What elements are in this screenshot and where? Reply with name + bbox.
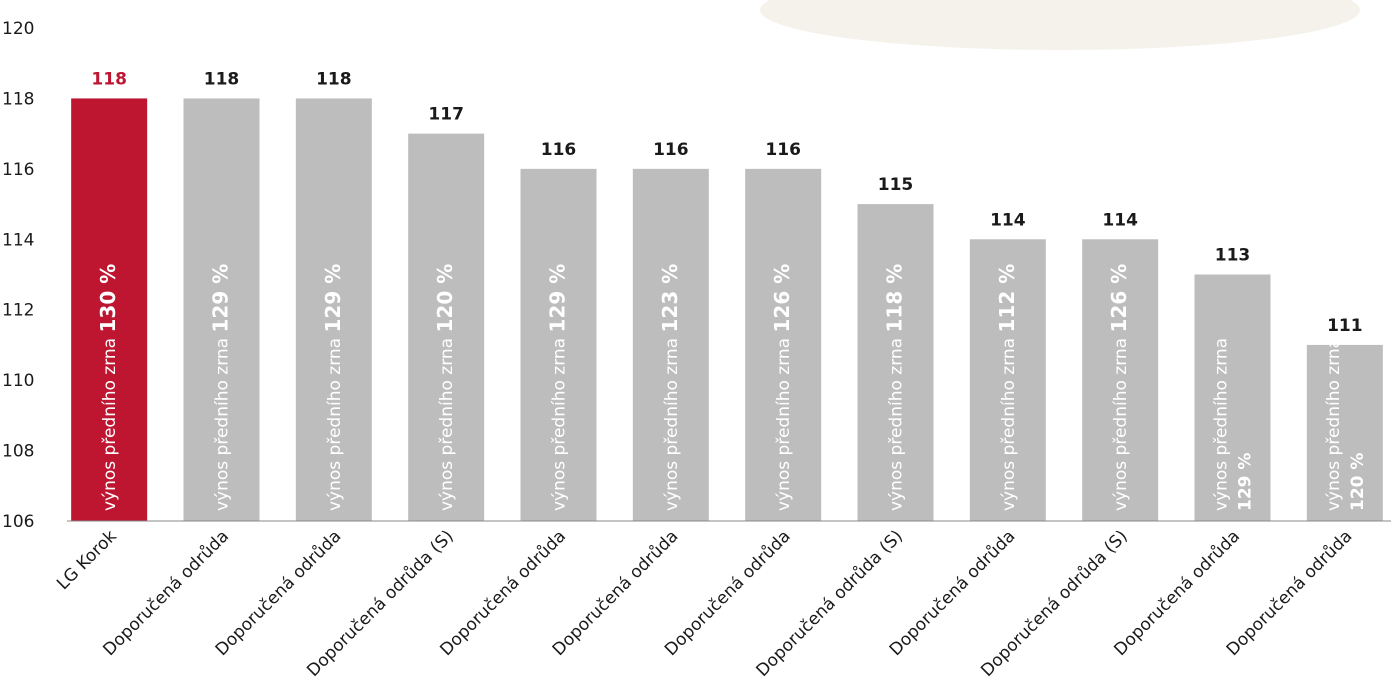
- inner-label-text: výnos předního zrna: [774, 338, 794, 511]
- y-tick-label: 114: [2, 230, 34, 250]
- bar-inner-label: výnos předního zrna 126 %: [1107, 264, 1131, 511]
- inner-label-text: výnos předního zrna: [100, 338, 120, 511]
- inner-label-value: 129 %: [321, 264, 345, 333]
- bar-inner-label: výnos předního zrna 126 %: [770, 264, 794, 511]
- inner-label-value: 129 %: [209, 264, 233, 333]
- bar: [632, 168, 709, 521]
- bar-inner-label: výnos předního zrna 112 %: [995, 264, 1019, 511]
- bar-inner-label: výnos předního zrna 118 %: [883, 264, 907, 511]
- x-tick-label: Doporučená odrůda: [436, 526, 570, 660]
- bar-inner-label: výnos předního zrna 129 %: [321, 264, 345, 511]
- x-tick-label: Doporučená odrůda: [886, 526, 1020, 660]
- bar: [745, 168, 822, 521]
- inner-label-text: výnos předního zrna: [213, 338, 233, 511]
- bar: [1082, 239, 1159, 522]
- inner-label-text: výnos předního zrna: [999, 338, 1019, 511]
- inner-label-value: 129 %: [546, 264, 570, 333]
- y-tick-label: 118: [2, 89, 34, 109]
- inner-label-value: 126 %: [1107, 264, 1131, 333]
- bar-inner-label: výnos předního zrna 129 %: [546, 264, 570, 511]
- background-decoration: [760, 0, 1360, 50]
- bar-inner-value: 120 %: [1348, 453, 1368, 511]
- bar-inner-label: výnos předního zrna 130 %: [96, 264, 120, 511]
- x-tick-label: Doporučená odrůda: [99, 526, 233, 660]
- bar: [71, 98, 148, 521]
- y-tick-label: 110: [2, 371, 34, 391]
- value-label: 118: [316, 69, 352, 89]
- inner-label-value: 118 %: [883, 264, 907, 333]
- bar-inner-label: výnos předního zrna: [1324, 338, 1344, 511]
- y-tick-label: 108: [2, 442, 34, 462]
- bar: [183, 98, 260, 521]
- value-label: 117: [428, 105, 464, 125]
- bar: [857, 204, 934, 522]
- inner-label-text: výnos předního zrna: [1111, 338, 1131, 511]
- bar: [969, 239, 1046, 522]
- bar: [520, 168, 597, 521]
- x-tick-label: Doporučená odrůda: [549, 526, 683, 660]
- bar-inner-label: výnos předního zrna: [1212, 338, 1232, 511]
- value-label: 116: [653, 140, 689, 160]
- bar: [1306, 344, 1383, 521]
- x-tick-label: LG Korok: [53, 526, 121, 594]
- inner-label-value: 120 %: [433, 264, 457, 333]
- inner-label-text: výnos předního zrna: [662, 338, 682, 511]
- value-label: 114: [1102, 210, 1138, 230]
- value-label: 118: [204, 69, 240, 89]
- bar-inner-value: 129 %: [1236, 453, 1256, 511]
- bar: [1194, 274, 1271, 521]
- value-label: 115: [878, 175, 914, 195]
- bar-inner-label: výnos předního zrna 129 %: [209, 264, 233, 511]
- bar: [408, 133, 485, 521]
- inner-label-value: 130 %: [96, 264, 120, 333]
- value-label: 118: [91, 69, 127, 89]
- y-tick-label: 106: [2, 512, 34, 532]
- bar-inner-label: výnos předního zrna 120 %: [433, 264, 457, 511]
- inner-label-text: výnos předního zrna: [550, 338, 570, 511]
- x-tick-label: Doporučená odrůda: [1110, 526, 1244, 660]
- inner-label-value: 112 %: [995, 264, 1019, 333]
- y-tick-label: 112: [2, 301, 34, 321]
- x-tick-label: Doporučená odrůda: [1223, 526, 1357, 660]
- value-label: 113: [1215, 246, 1251, 266]
- value-label: 114: [990, 210, 1026, 230]
- inner-label-text: výnos předního zrna: [887, 338, 907, 511]
- value-label: 116: [765, 140, 801, 160]
- bar: [295, 98, 372, 521]
- y-tick-label: 116: [2, 160, 34, 180]
- inner-label-text: výnos předního zrna: [437, 338, 457, 511]
- value-label: 116: [541, 140, 577, 160]
- inner-label-text: výnos předního zrna: [325, 338, 345, 511]
- x-tick-label: Doporučená odrůda: [661, 526, 795, 660]
- bar-inner-label: výnos předního zrna 123 %: [658, 264, 682, 511]
- x-tick-label: Doporučená odrůda: [212, 526, 346, 660]
- value-label: 111: [1327, 316, 1363, 336]
- inner-label-value: 123 %: [658, 264, 682, 333]
- y-tick-label: 120: [2, 19, 34, 39]
- inner-label-value: 126 %: [770, 264, 794, 333]
